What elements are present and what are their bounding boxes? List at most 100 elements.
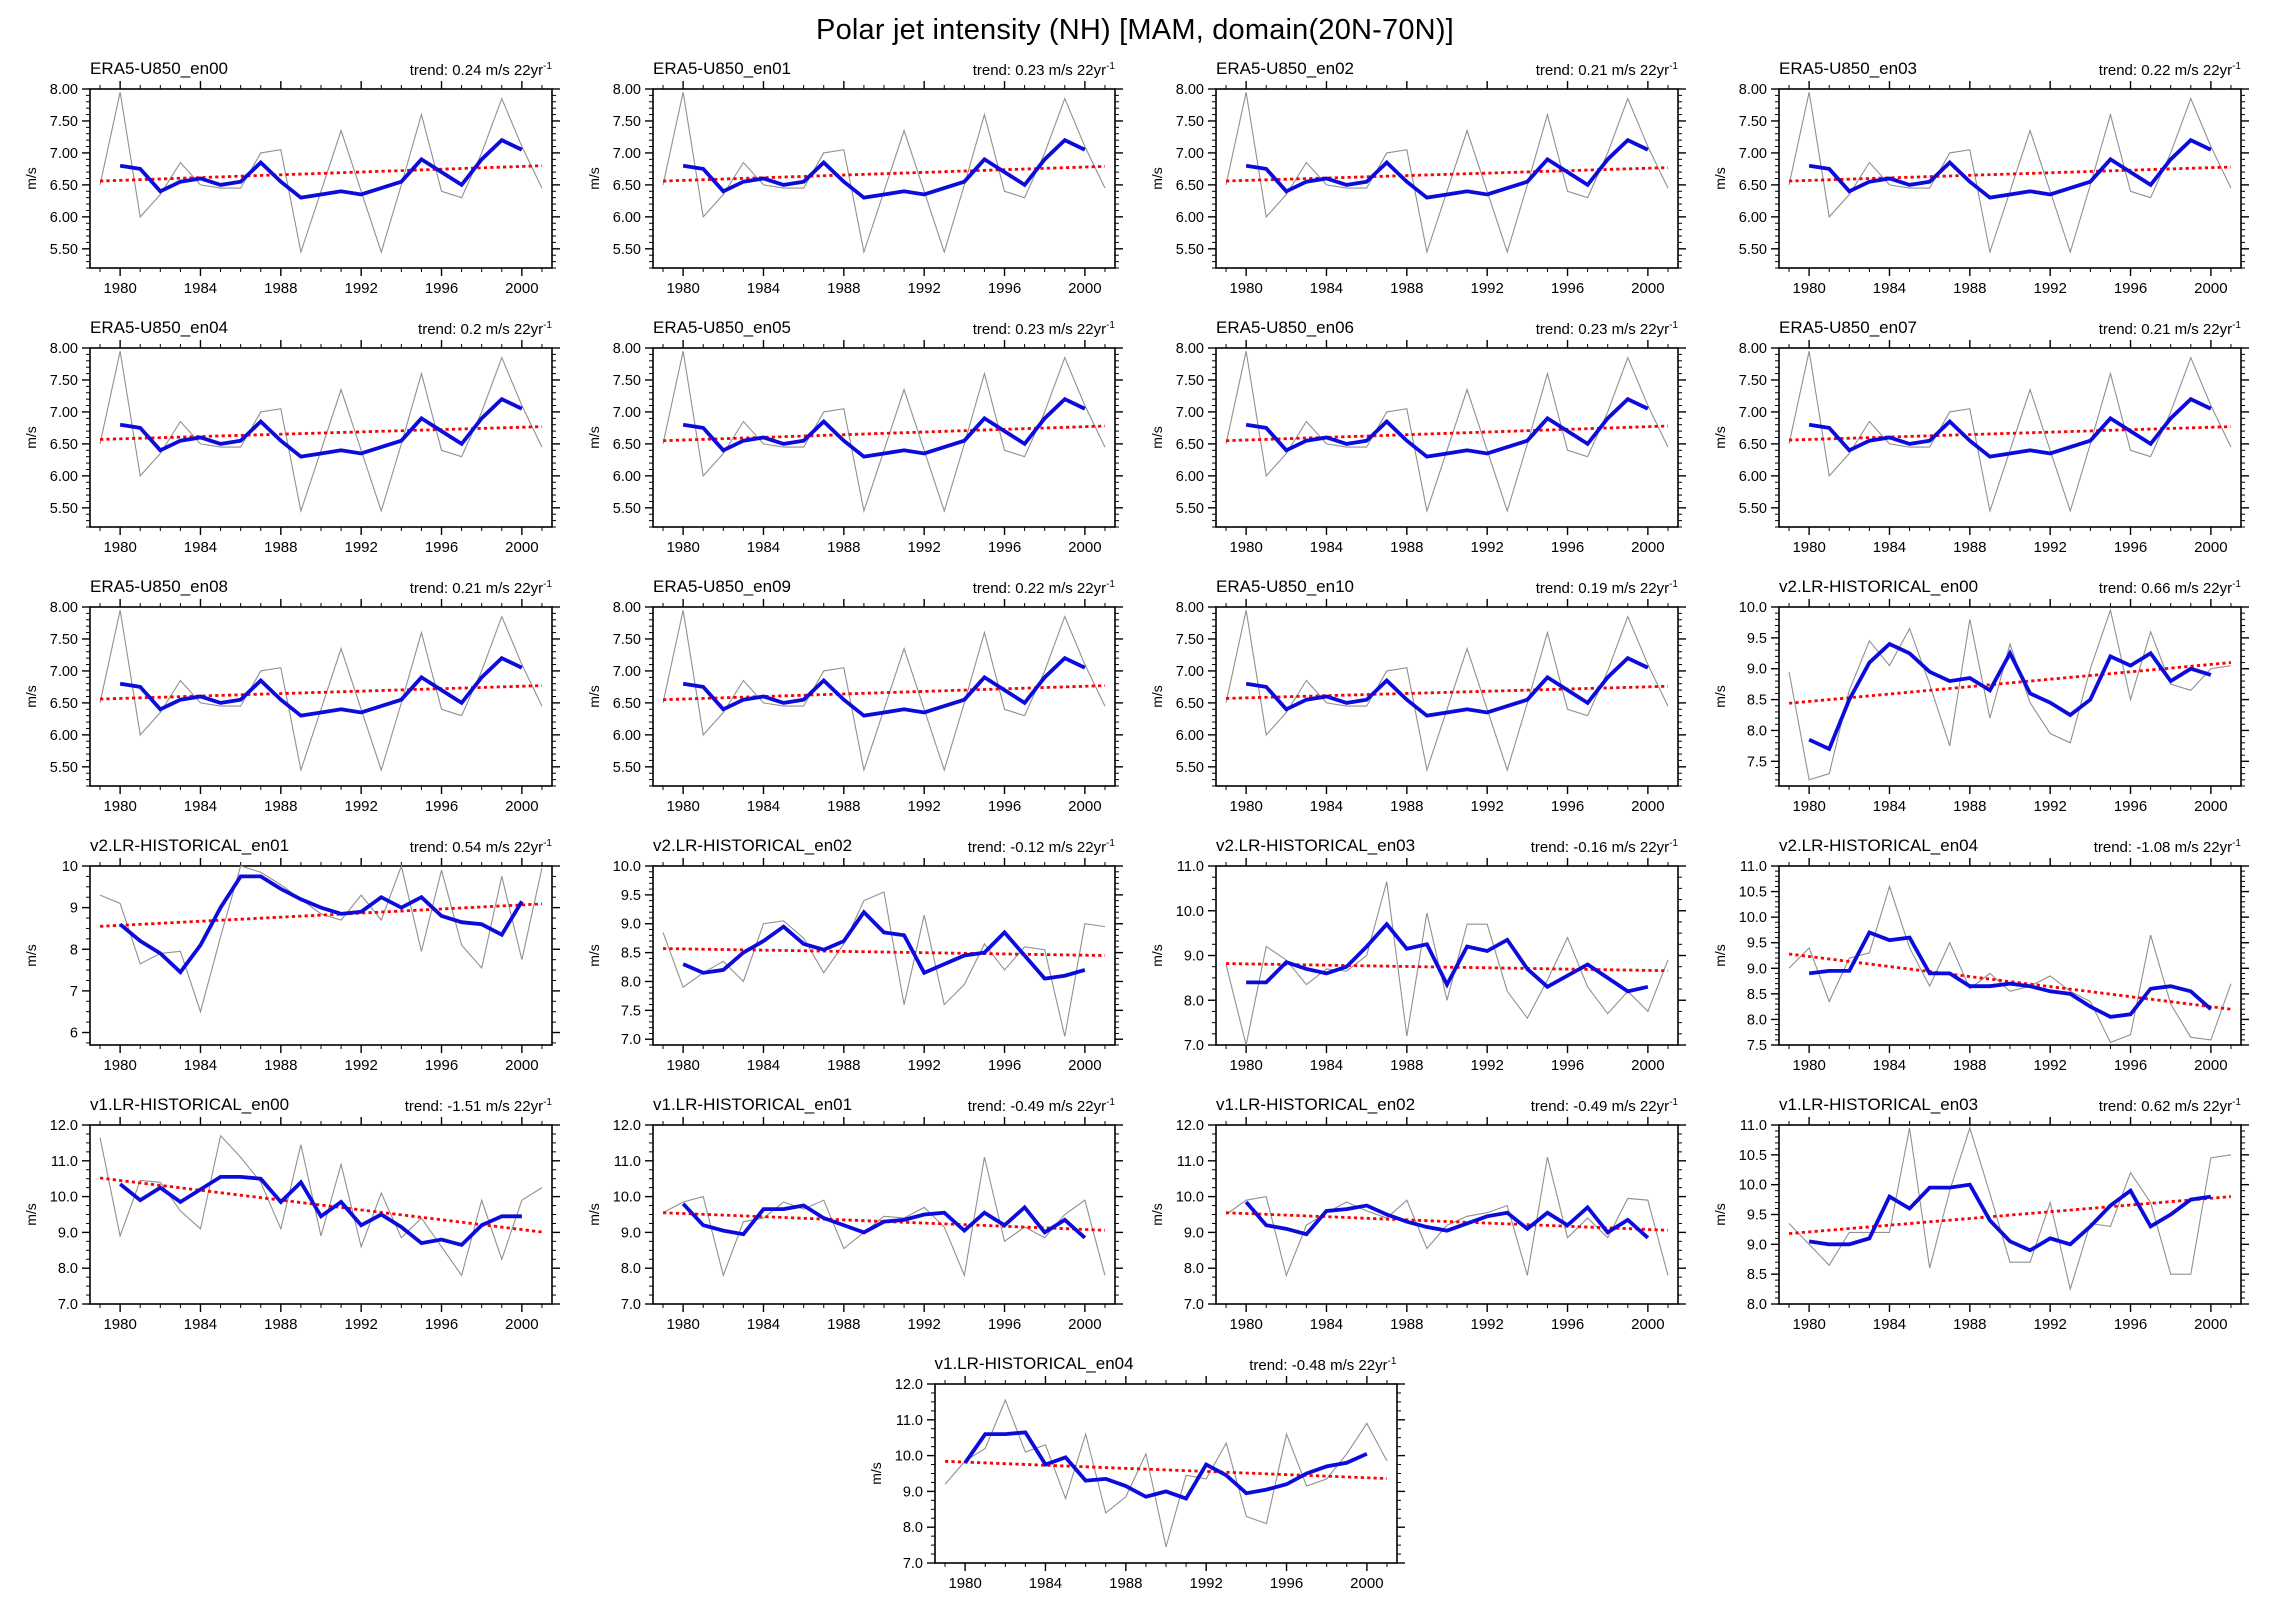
y-tick-label: 8.00 bbox=[50, 82, 78, 98]
y-tick-label: 10.5 bbox=[1739, 1148, 1767, 1164]
panel-title: ERA5-U850_en09 bbox=[653, 577, 791, 596]
y-tick-label: 8.00 bbox=[50, 600, 78, 616]
x-tick-label: 1988 bbox=[827, 1316, 860, 1333]
raw-series-line bbox=[1788, 351, 2232, 514]
y-tick-label: 8.00 bbox=[1739, 341, 1767, 357]
y-tick-label: 10.0 bbox=[1176, 1190, 1204, 1206]
x-tick-label: 1996 bbox=[1269, 1575, 1302, 1592]
y-tick-label: 7.50 bbox=[1176, 632, 1204, 648]
x-tick-label: 1992 bbox=[907, 1057, 940, 1074]
x-tick-label: 1996 bbox=[1551, 1057, 1584, 1074]
panel-header: ERA5-U850_en03 trend: 0.22 m/s 22yr-1 bbox=[1709, 57, 2249, 80]
x-tick-label: 2000 bbox=[2194, 1057, 2227, 1074]
line-chart: 1980 1984 1988 1992 1996 2000 7.5 8.0 8.5 9.0 9.5 1… bbox=[1712, 858, 2249, 1074]
panel-header: ERA5-U850_en00 trend: 0.24 m/s 22yr-1 bbox=[20, 57, 560, 80]
x-tick-label: 2000 bbox=[1068, 539, 1101, 556]
y-tick-label: 6.00 bbox=[1176, 728, 1204, 744]
panel-header: v1.LR-HISTORICAL_en03 trend: 0.62 m/s 22… bbox=[1709, 1093, 2249, 1116]
y-tick-label: 9.0 bbox=[1747, 1237, 1767, 1253]
panel-title: ERA5-U850_en00 bbox=[90, 59, 228, 78]
y-tick-label: 7.0 bbox=[621, 1297, 641, 1313]
chart-panel: ERA5-U850_en05 trend: 0.23 m/s 22yr-1 19… bbox=[583, 316, 1123, 568]
raw-series-line bbox=[662, 351, 1106, 514]
panel-header: ERA5-U850_en02 trend: 0.21 m/s 22yr-1 bbox=[1146, 57, 1686, 80]
y-tick-label: 8.0 bbox=[621, 1261, 641, 1277]
raw-series-line bbox=[662, 891, 1106, 1037]
x-tick-label: 1984 bbox=[184, 539, 217, 556]
y-tick-label: 5.50 bbox=[50, 760, 78, 776]
smoothed-series-line bbox=[1808, 1182, 2212, 1253]
y-tick-label: 10.0 bbox=[1739, 1178, 1767, 1194]
trend-exponent: -1 bbox=[1387, 1356, 1397, 1367]
y-tick-label: 10.0 bbox=[50, 1190, 78, 1206]
y-tick-label: 6.50 bbox=[613, 178, 641, 194]
panel-trend-label: trend: 0.21 m/s 22yr-1 bbox=[2099, 320, 2241, 338]
panel-header: ERA5-U850_en07 trend: 0.21 m/s 22yr-1 bbox=[1709, 316, 2249, 339]
trend-text: trend: 0.19 m/s 22yr bbox=[1535, 580, 1670, 597]
x-tick-label: 1984 bbox=[184, 1316, 217, 1333]
trend-exponent: -1 bbox=[543, 320, 552, 331]
y-tick-label: 8.00 bbox=[1739, 82, 1767, 98]
raw-series-line bbox=[1225, 92, 1669, 255]
panel-header: v2.LR-HISTORICAL_en00 trend: 0.66 m/s 22… bbox=[1709, 575, 2249, 598]
y-tick-label: 7 bbox=[70, 984, 78, 1000]
y-axis-label: m/s bbox=[1712, 944, 1728, 967]
chart-panel: ERA5-U850_en02 trend: 0.21 m/s 22yr-1 19… bbox=[1146, 57, 1686, 309]
chart-panel: v2.LR-HISTORICAL_en04 trend: -1.08 m/s 2… bbox=[1709, 834, 2249, 1086]
raw-series-line bbox=[1225, 1157, 1669, 1278]
x-tick-label: 2000 bbox=[2194, 539, 2227, 556]
x-tick-label: 1980 bbox=[1792, 1316, 1825, 1333]
y-tick-label: 8.0 bbox=[1747, 1012, 1767, 1028]
x-tick-label: 1984 bbox=[1028, 1575, 1061, 1592]
raw-series-line bbox=[662, 610, 1106, 773]
panel-trend-label: trend: 0.23 m/s 22yr-1 bbox=[973, 61, 1115, 79]
y-tick-label: 10.0 bbox=[613, 859, 641, 875]
trend-exponent: -1 bbox=[2232, 320, 2241, 331]
y-tick-label: 8.0 bbox=[1747, 1297, 1767, 1313]
y-tick-label: 5.50 bbox=[613, 501, 641, 517]
x-tick-label: 1984 bbox=[1310, 539, 1343, 556]
panel-trend-label: trend: 0.23 m/s 22yr-1 bbox=[973, 320, 1115, 338]
trend-line bbox=[1226, 684, 1668, 700]
x-tick-label: 1992 bbox=[907, 1316, 940, 1333]
chart-panel: v1.LR-HISTORICAL_en02 trend: -0.49 m/s 2… bbox=[1146, 1093, 1686, 1345]
y-tick-label: 6.00 bbox=[1739, 210, 1767, 226]
y-tick-label: 7.00 bbox=[1739, 405, 1767, 421]
smoothed-series-line bbox=[1245, 655, 1649, 718]
x-tick-label: 2000 bbox=[1068, 1316, 1101, 1333]
y-tick-label: 8.0 bbox=[621, 974, 641, 990]
x-tick-label: 1980 bbox=[666, 539, 699, 556]
x-tick-label: 1988 bbox=[827, 798, 860, 815]
y-tick-label: 9.5 bbox=[1747, 1208, 1767, 1224]
chart-panel: ERA5-U850_en04 trend: 0.2 m/s 22yr-1 198… bbox=[20, 316, 560, 568]
y-tick-label: 11.0 bbox=[1177, 1154, 1204, 1170]
x-tick-label: 1988 bbox=[1390, 1316, 1423, 1333]
panel-title: v1.LR-HISTORICAL_en00 bbox=[90, 1095, 290, 1114]
x-tick-label: 1992 bbox=[2033, 798, 2066, 815]
x-tick-label: 1980 bbox=[1229, 280, 1262, 297]
y-axis-label: m/s bbox=[586, 944, 602, 967]
chart-panel: ERA5-U850_en08 trend: 0.21 m/s 22yr-1 19… bbox=[20, 575, 560, 827]
smoothed-series-line bbox=[1808, 930, 2213, 1019]
x-tick-label: 1984 bbox=[1310, 1316, 1343, 1333]
y-tick-label: 6.00 bbox=[50, 210, 78, 226]
chart-panel: v1.LR-HISTORICAL_en01 trend: -0.49 m/s 2… bbox=[583, 1093, 1123, 1345]
y-tick-label: 8.0 bbox=[1184, 1261, 1204, 1277]
raw-series-line bbox=[662, 1157, 1106, 1278]
x-tick-label: 1980 bbox=[1792, 539, 1825, 556]
raw-series-line bbox=[1225, 881, 1669, 1046]
y-tick-label: 6.00 bbox=[1176, 469, 1204, 485]
y-tick-label: 10.0 bbox=[1739, 910, 1767, 926]
panel-trend-label: trend: 0.22 m/s 22yr-1 bbox=[973, 579, 1115, 597]
x-tick-label: 1996 bbox=[2114, 280, 2147, 297]
x-tick-label: 2000 bbox=[1068, 1057, 1101, 1074]
line-chart: 1980 1984 1988 1992 1996 2000 5.50 6.00 6.50 7.00… bbox=[1712, 340, 2249, 556]
raw-series-line bbox=[1788, 884, 2232, 1044]
panel-title: ERA5-U850_en04 bbox=[90, 318, 228, 337]
panel-trend-label: trend: -0.49 m/s 22yr-1 bbox=[1531, 1097, 1678, 1115]
x-tick-label: 1996 bbox=[2114, 798, 2147, 815]
y-tick-label: 10.0 bbox=[1739, 600, 1767, 616]
x-tick-label: 1980 bbox=[103, 539, 136, 556]
x-tick-label: 1980 bbox=[666, 798, 699, 815]
y-tick-label: 9.5 bbox=[1747, 631, 1767, 647]
